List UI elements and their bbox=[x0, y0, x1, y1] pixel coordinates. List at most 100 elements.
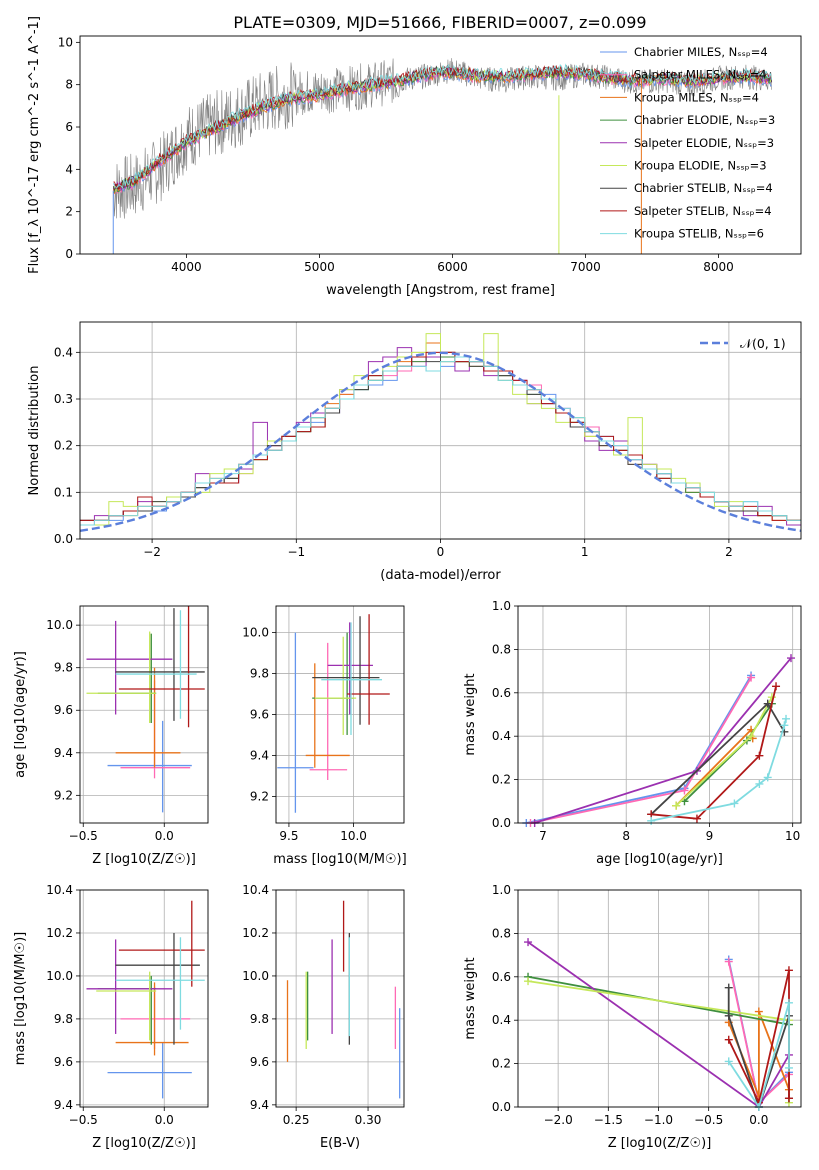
y-tick-label: 0.3 bbox=[54, 392, 73, 406]
y-tick-label: 0.4 bbox=[54, 345, 73, 359]
y-tick-label: 9.4 bbox=[250, 748, 269, 762]
y-tick-label: 10.0 bbox=[242, 969, 269, 983]
age-vs-mass-panel: 9.5 10.0 9.2 9.4 9.6 9.8 10.0 mass [log10(M/M☉)… bbox=[242, 605, 407, 867]
y-tick-label: 0.2 bbox=[492, 773, 511, 787]
y-tick-label: 0.6 bbox=[492, 686, 511, 700]
y-tick-label: 0.0 bbox=[492, 816, 511, 830]
x-tick-label: 0 bbox=[437, 545, 445, 559]
x-tick-label: −0.5 bbox=[69, 1113, 98, 1127]
model-spectrum-line bbox=[112, 63, 773, 189]
y-tick-label: 10.0 bbox=[46, 969, 73, 983]
mass-weight-marker bbox=[782, 714, 791, 723]
axes-frame bbox=[79, 321, 802, 540]
y-axis-label: mass weight bbox=[463, 957, 478, 1039]
x-tick-label: 1 bbox=[581, 545, 589, 559]
legend-label: Kroupa MILES, Nₛₛₚ=4 bbox=[634, 90, 759, 104]
spectrum-panel: 4000 5000 6000 7000 8000 0 2 4 6 8 10 wavelength [A… bbox=[27, 16, 802, 298]
mass-weight-marker bbox=[780, 721, 789, 730]
axes-frame bbox=[275, 889, 405, 1108]
x-tick-label: −1 bbox=[287, 545, 305, 559]
mass-weight-marker bbox=[755, 779, 764, 788]
y-tick-label: 4 bbox=[65, 162, 73, 176]
x-axis-label: E(B-V) bbox=[320, 1136, 360, 1151]
x-tick-label: 9 bbox=[706, 829, 714, 843]
y-tick-label: 0.2 bbox=[54, 439, 73, 453]
x-tick-label: −0.5 bbox=[69, 829, 98, 843]
x-tick-label: 10.0 bbox=[340, 829, 367, 843]
x-axis-label: Z [log10(Z/Z☉)] bbox=[608, 1136, 712, 1151]
x-tick-label: −0.5 bbox=[694, 1113, 723, 1127]
x-tick-label: 5000 bbox=[304, 260, 335, 274]
y-tick-label: 9.2 bbox=[250, 789, 269, 803]
y-tick-label: 10.2 bbox=[242, 926, 269, 940]
mass-weight-marker bbox=[763, 699, 772, 708]
x-tick-label: 0.0 bbox=[155, 829, 174, 843]
x-tick-label: 6000 bbox=[437, 260, 468, 274]
axes-frame bbox=[79, 605, 209, 824]
mass-weight-line bbox=[727, 1002, 790, 1110]
y-tick-label: 9.8 bbox=[54, 1012, 73, 1026]
y-tick-label: 9.4 bbox=[54, 1098, 73, 1112]
mass-vs-metallicity-panel: −0.5 0.0 9.4 9.6 9.8 10.0 10.2 10.4 Z [log10(Z/Z… bbox=[13, 883, 209, 1151]
x-axis-label: wavelength [Angstrom, rest frame] bbox=[326, 283, 555, 298]
x-axis-label: Z [log10(Z/Z☉)] bbox=[92, 852, 196, 867]
figure-title: PLATE=0309, MJD=51666, FIBERID=0007, z=0… bbox=[233, 13, 646, 32]
axes-frame bbox=[517, 605, 802, 824]
mass-weight-marker bbox=[784, 966, 793, 975]
mass-weight-marker bbox=[524, 977, 533, 986]
massweight-vs-metallicity-panel: −2.0 −1.5 −1.0 −0.5 0.0 0.0 0.2 0.4 0.6 0.8 1.0 Z [… bbox=[463, 883, 802, 1151]
y-tick-label: 0.0 bbox=[54, 532, 73, 546]
mass-weight-marker bbox=[724, 1057, 733, 1066]
legend-label: Salpeter ELODIE, Nₛₛₚ=3 bbox=[634, 136, 774, 150]
age_vs_mass-plot-area bbox=[277, 614, 390, 813]
y-tick-label: 9.6 bbox=[54, 1055, 73, 1069]
mass-weight-marker bbox=[755, 751, 764, 760]
mass-weight-marker bbox=[692, 814, 701, 823]
x-tick-label: 8 bbox=[622, 829, 630, 843]
y-tick-label: 0.4 bbox=[492, 1013, 511, 1027]
y-tick-label: 9.6 bbox=[250, 1055, 269, 1069]
y-tick-label: 6 bbox=[65, 120, 73, 134]
y-tick-label: 9.8 bbox=[250, 667, 269, 681]
mass-weight-marker bbox=[784, 998, 793, 1007]
axes-frame bbox=[517, 889, 802, 1108]
y-tick-label: 0.8 bbox=[492, 926, 511, 940]
x-tick-label: 4000 bbox=[171, 260, 202, 274]
y-tick-label: 1.0 bbox=[492, 599, 511, 613]
y-tick-label: 0.4 bbox=[492, 729, 511, 743]
x-tick-label: 0.25 bbox=[283, 1113, 310, 1127]
y-tick-label: 0 bbox=[65, 247, 73, 261]
mass-weight-marker bbox=[680, 786, 689, 795]
x-tick-label: 7 bbox=[539, 829, 547, 843]
x-axis-label: (data-model)/error bbox=[380, 568, 501, 583]
y-tick-label: 0.1 bbox=[54, 485, 73, 499]
y-tick-label: 9.8 bbox=[250, 1012, 269, 1026]
y-tick-label: 10 bbox=[58, 35, 73, 49]
y-tick-label: 2 bbox=[65, 205, 73, 219]
x-tick-label: 2 bbox=[725, 545, 733, 559]
mass-weight-marker bbox=[730, 799, 739, 808]
y-tick-label: 0.0 bbox=[492, 1100, 511, 1114]
y-tick-label: 10.2 bbox=[46, 926, 73, 940]
x-tick-label: 10 bbox=[785, 829, 800, 843]
mass-weight-marker bbox=[647, 816, 656, 825]
x-tick-label: 9.5 bbox=[279, 829, 298, 843]
x-tick-label: 7000 bbox=[570, 260, 601, 274]
y-axis-label: mass weight bbox=[463, 673, 478, 755]
x-tick-label: 0.0 bbox=[749, 1113, 768, 1127]
mass-weight-marker bbox=[724, 957, 733, 966]
y-tick-label: 9.6 bbox=[250, 708, 269, 722]
normal-reference-curve bbox=[80, 351, 801, 532]
legend-label: Salpeter MILES, Nₛₛₚ=4 bbox=[634, 68, 767, 82]
legend-label: 𝒩(0, 1) bbox=[740, 336, 786, 351]
y-tick-label: 10.0 bbox=[46, 618, 73, 632]
mass-weight-marker bbox=[747, 673, 756, 682]
mass-weight-marker bbox=[754, 1007, 763, 1016]
y-tick-label: 9.4 bbox=[250, 1098, 269, 1112]
y-tick-label: 10.0 bbox=[242, 626, 269, 640]
y-tick-label: 9.4 bbox=[54, 746, 73, 760]
mass-weight-marker bbox=[747, 732, 756, 741]
mass-weight-marker bbox=[772, 682, 781, 691]
y-axis-label: Normed distribution bbox=[27, 366, 42, 496]
